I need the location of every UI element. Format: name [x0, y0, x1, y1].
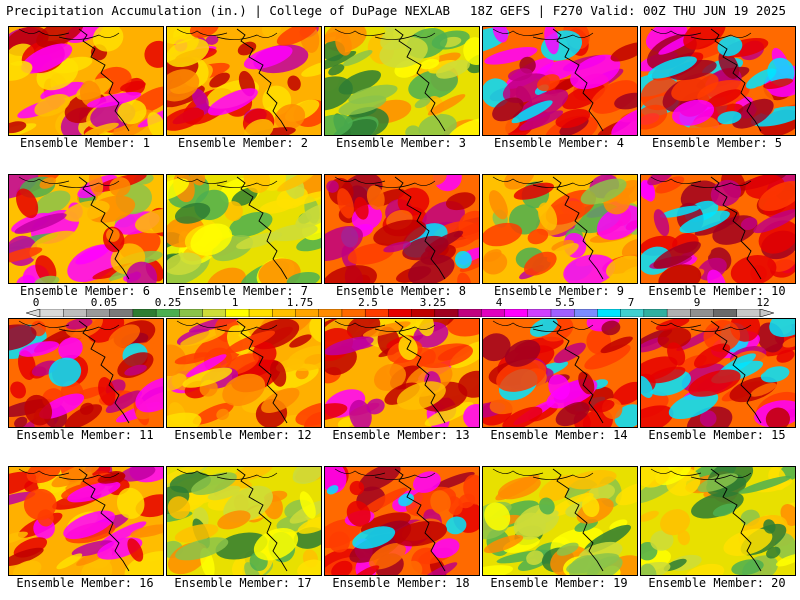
colorbar-tick: 4 — [495, 296, 503, 309]
colorbar-tick: 0.05 — [90, 296, 118, 309]
ensemble-map-panel — [640, 318, 796, 428]
ensemble-map-panel — [166, 26, 322, 136]
ensemble-member-label: Ensemble Member: 3 — [335, 136, 467, 150]
ensemble-member-label: Ensemble Member: 6 — [19, 284, 151, 298]
ensemble-map-panel — [8, 466, 164, 576]
colorbar-tick: 1 — [231, 296, 239, 309]
ensemble-member-label: Ensemble Member: 1 — [19, 136, 151, 150]
colorbar-tick: 3.25 — [419, 296, 447, 309]
ensemble-map-panel — [482, 26, 638, 136]
ensemble-member-label: Ensemble Member: 13 — [332, 428, 470, 442]
ensemble-map-panel — [8, 174, 164, 284]
ensemble-member-label: Ensemble Member: 5 — [651, 136, 783, 150]
colorbar-tick: 0 — [32, 296, 40, 309]
ensemble-member-label: Ensemble Member: 10 — [648, 284, 786, 298]
ensemble-map-panel — [324, 26, 480, 136]
model-run-info: 18Z GEFS | F270 Valid: 00Z THU JUN 19 20… — [469, 3, 786, 18]
ensemble-map-panel — [324, 466, 480, 576]
ensemble-member-label: Ensemble Member: 7 — [177, 284, 309, 298]
ensemble-member-label: Ensemble Member: 20 — [648, 576, 786, 590]
page-title: Precipitation Accumulation (in.) | Colle… — [6, 3, 451, 18]
ensemble-map-panel — [640, 466, 796, 576]
ensemble-map-panel — [482, 318, 638, 428]
colorbar-tick: 0.25 — [154, 296, 182, 309]
ensemble-map-panel — [324, 318, 480, 428]
colorbar-tick: 1.75 — [286, 296, 314, 309]
ensemble-map-panel — [166, 174, 322, 284]
colorbar-tick: 2.5 — [358, 296, 378, 309]
ensemble-member-label: Ensemble Member: 19 — [490, 576, 628, 590]
ensemble-map-panel — [166, 318, 322, 428]
ensemble-map-panel — [482, 466, 638, 576]
ensemble-member-label: Ensemble Member: 4 — [493, 136, 625, 150]
ensemble-member-label: Ensemble Member: 2 — [177, 136, 309, 150]
ensemble-member-label: Ensemble Member: 18 — [332, 576, 470, 590]
colorbar-tick: 7 — [627, 296, 635, 309]
ensemble-map-panel — [166, 466, 322, 576]
ensemble-map-panel — [324, 174, 480, 284]
ensemble-member-label: Ensemble Member: 12 — [174, 428, 312, 442]
ensemble-map-panel — [8, 26, 164, 136]
colorbar-tick: 12 — [756, 296, 770, 309]
colorbar-tick: 9 — [693, 296, 701, 309]
colorbar-tick-labels: 0 0.05 0.25 1 1.75 2.5 3.25 4 5.5 7 9 12 — [0, 294, 800, 320]
precipitation-colorbar — [26, 309, 774, 317]
ensemble-member-label: Ensemble Member: 15 — [648, 428, 786, 442]
ensemble-map-panel — [8, 318, 164, 428]
ensemble-map-panel — [482, 174, 638, 284]
ensemble-member-label: Ensemble Member: 14 — [490, 428, 628, 442]
ensemble-map-panel — [640, 174, 796, 284]
ensemble-member-label: Ensemble Member: 9 — [493, 284, 625, 298]
colorbar-tick: 5.5 — [555, 296, 575, 309]
ensemble-member-label: Ensemble Member: 17 — [174, 576, 312, 590]
ensemble-member-label: Ensemble Member: 11 — [16, 428, 154, 442]
ensemble-member-label: Ensemble Member: 8 — [335, 284, 467, 298]
ensemble-member-label: Ensemble Member: 16 — [16, 576, 154, 590]
ensemble-map-panel — [640, 26, 796, 136]
